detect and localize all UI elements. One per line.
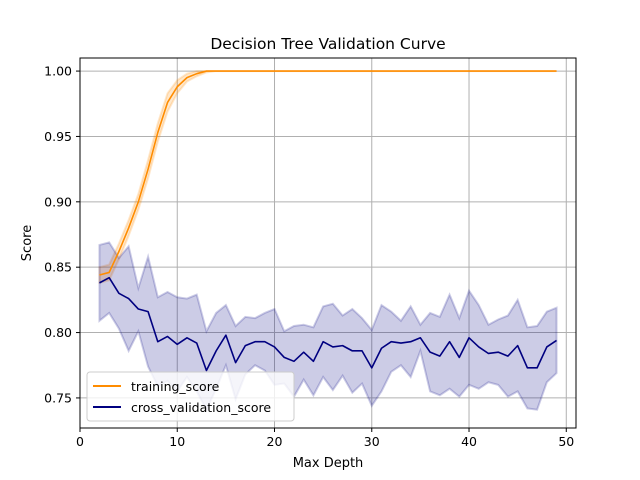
line-cross-validation-score (99, 276, 557, 372)
x-tick-label: 50 (558, 434, 574, 449)
x-axis-label: Max Depth (293, 456, 364, 471)
plot-area-frame (79, 57, 577, 429)
line-training-score (99, 70, 557, 276)
y-tick-label: 0.95 (44, 129, 72, 144)
legend: training_score cross_validation_score (86, 371, 295, 422)
y-tick-label: 0.90 (44, 194, 72, 209)
grid-lines (79, 58, 576, 428)
y-tick-label: 0.75 (44, 390, 72, 405)
axis-ticks: 0 10 20 30 40 50 0.75 0.80 0.85 0.90 0.95 1.00 (44, 64, 574, 449)
legend-label-training-score: training_score (131, 379, 220, 394)
x-tick-label: 20 (267, 434, 283, 449)
y-tick-label: 1.00 (44, 64, 72, 79)
x-tick-label: 10 (169, 434, 185, 449)
legend-box (86, 371, 295, 422)
y-tick-label: 0.85 (44, 260, 72, 275)
legend-label-cross-validation-score: cross_validation_score (131, 400, 271, 415)
x-tick-label: 40 (461, 434, 477, 449)
series-lines (99, 70, 557, 372)
chart-title: Decision Tree Validation Curve (210, 35, 445, 53)
y-tick-label: 0.80 (44, 325, 72, 340)
x-tick-label: 0 (76, 434, 84, 449)
x-tick-label: 30 (364, 434, 380, 449)
y-axis-label: Score (20, 225, 35, 261)
